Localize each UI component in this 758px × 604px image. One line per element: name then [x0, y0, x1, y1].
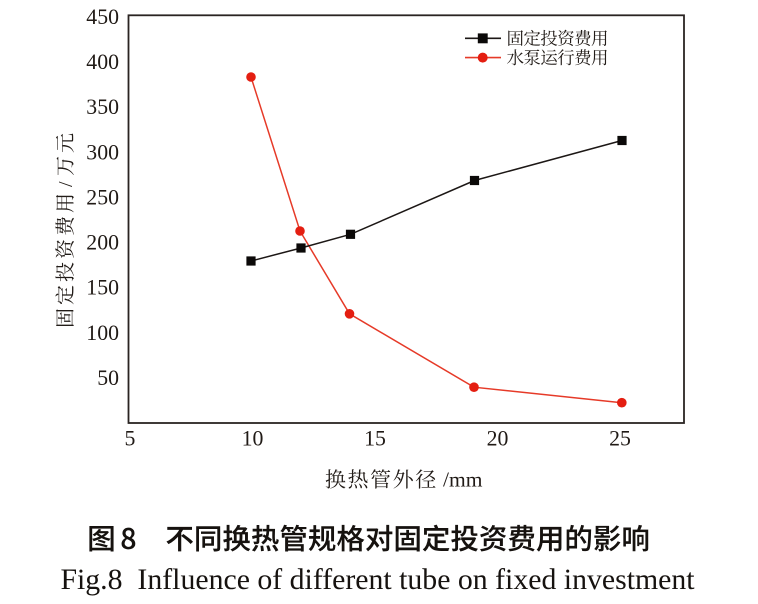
svg-text:/mm: /mm — [443, 468, 483, 492]
svg-text:400: 400 — [86, 50, 119, 74]
svg-text:250: 250 — [86, 185, 119, 209]
svg-text:300: 300 — [86, 140, 119, 164]
svg-text:450: 450 — [86, 5, 119, 29]
svg-text:50: 50 — [97, 366, 119, 390]
svg-text:200: 200 — [86, 231, 119, 255]
svg-text:10: 10 — [242, 427, 264, 451]
svg-text:5: 5 — [125, 427, 136, 451]
svg-text:25: 25 — [609, 427, 631, 451]
svg-text:Fig.8 Influence of different: Fig.8 Influence of different tube on fix… — [60, 563, 695, 596]
svg-text:20: 20 — [487, 427, 509, 451]
svg-text:150: 150 — [86, 276, 119, 300]
svg-text:15: 15 — [364, 427, 386, 451]
svg-text:100: 100 — [86, 321, 119, 345]
svg-text:/: / — [55, 181, 77, 187]
svg-text:350: 350 — [86, 95, 119, 119]
